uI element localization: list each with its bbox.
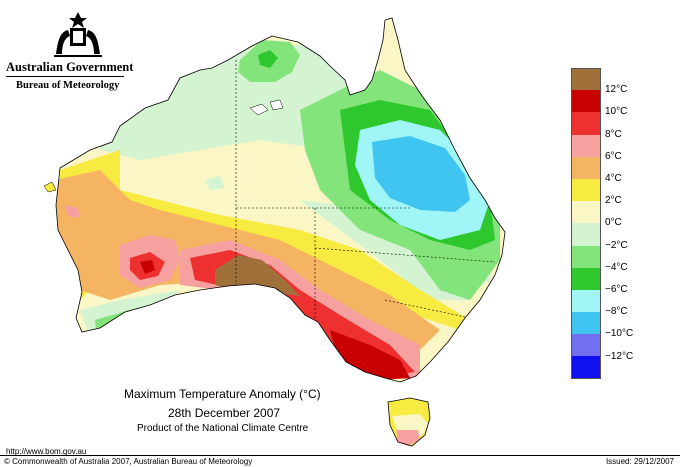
legend-tick-label: 6°C xyxy=(605,150,622,162)
tasmania xyxy=(387,397,431,447)
header-divider xyxy=(6,76,124,77)
footer-divider xyxy=(0,455,680,456)
map-product: Product of the National Climate Centre xyxy=(137,423,309,434)
legend-swatch xyxy=(571,312,601,335)
legend-swatch xyxy=(571,156,601,179)
coat-of-arms-icon xyxy=(54,12,102,57)
legend-swatch xyxy=(571,178,601,202)
issued-date: Issued: 29/12/2007 xyxy=(605,457,674,466)
legend-tick-label: 2°C xyxy=(605,195,622,207)
legend-swatch xyxy=(571,90,601,113)
legend-swatch xyxy=(571,334,601,357)
legend-swatch xyxy=(571,267,601,290)
website-link[interactable]: http://www.bom.gov.au xyxy=(6,447,87,456)
map-title: Maximum Temperature Anomaly (°C) xyxy=(124,387,321,401)
legend-tick-label: 10°C xyxy=(605,106,628,118)
bureau-title: Bureau of Meteorology xyxy=(16,80,120,91)
legend-tick-label: 8°C xyxy=(605,128,622,140)
legend-tick-label: −2°C xyxy=(605,239,628,251)
legend-tick-label: −8°C xyxy=(605,306,628,318)
government-title: Australian Government xyxy=(6,60,134,74)
legend-swatch xyxy=(571,112,601,135)
legend-swatch xyxy=(571,134,601,157)
legend-swatch xyxy=(571,245,601,268)
copyright-text: © Commonwealth of Australia 2007, Austra… xyxy=(4,457,253,466)
legend-tick-label: −4°C xyxy=(605,261,628,273)
legend-swatch xyxy=(571,201,601,224)
legend-tick-label: 4°C xyxy=(605,173,622,184)
map-date: 28th December 2007 xyxy=(168,406,281,420)
legend-swatch xyxy=(571,289,601,313)
legend-tick-label: −6°C xyxy=(605,284,628,295)
legend-tick-label: 0°C xyxy=(605,217,622,229)
legend-tick-label: −10°C xyxy=(605,328,634,340)
legend-tick-label: −12°C xyxy=(605,350,634,362)
legend-swatch xyxy=(571,68,601,91)
legend-swatch xyxy=(571,223,601,246)
legend-tick-label: 12°C xyxy=(605,84,628,96)
legend-swatch xyxy=(571,356,601,379)
colour-legend xyxy=(571,68,601,379)
